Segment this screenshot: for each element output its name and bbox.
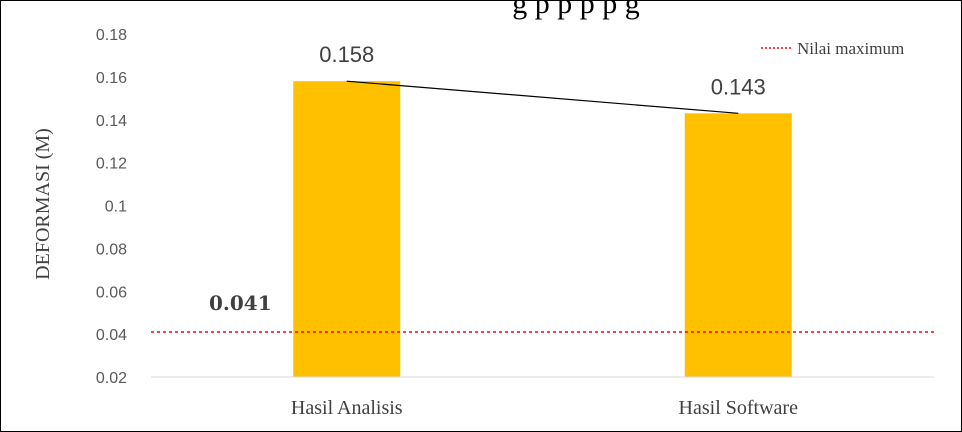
bar-value-label: 0.158	[319, 42, 374, 67]
legend: Nilai maximum	[761, 39, 904, 58]
bar-2	[684, 113, 792, 377]
connector-line	[346, 80, 739, 114]
y-tick-label: 0.16	[96, 70, 127, 87]
y-tick-label: 0.14	[96, 113, 127, 130]
y-tick-label: 0.18	[96, 27, 127, 44]
legend-label-nilai-maximum: Nilai maximum	[797, 39, 904, 58]
y-tick-label: 0.06	[96, 284, 127, 301]
y-tick-label: 0.02	[96, 370, 127, 387]
y-axis-label: DEFORMASI (M)	[32, 128, 54, 280]
bar-value-label: 0.143	[711, 74, 766, 99]
y-tick-label: 0.1	[105, 199, 127, 216]
chart-title: g p p p p g	[512, 1, 640, 20]
reference-line-label: 0.041	[209, 291, 272, 315]
y-tick-label: 0.12	[96, 156, 127, 173]
y-tick-label: 0.04	[96, 327, 127, 344]
bar-1	[293, 81, 401, 377]
x-category-label: Hasil Software	[679, 397, 799, 419]
y-tick-label: 0.08	[96, 241, 127, 258]
x-category-label: Hasil Analisis	[291, 397, 403, 419]
